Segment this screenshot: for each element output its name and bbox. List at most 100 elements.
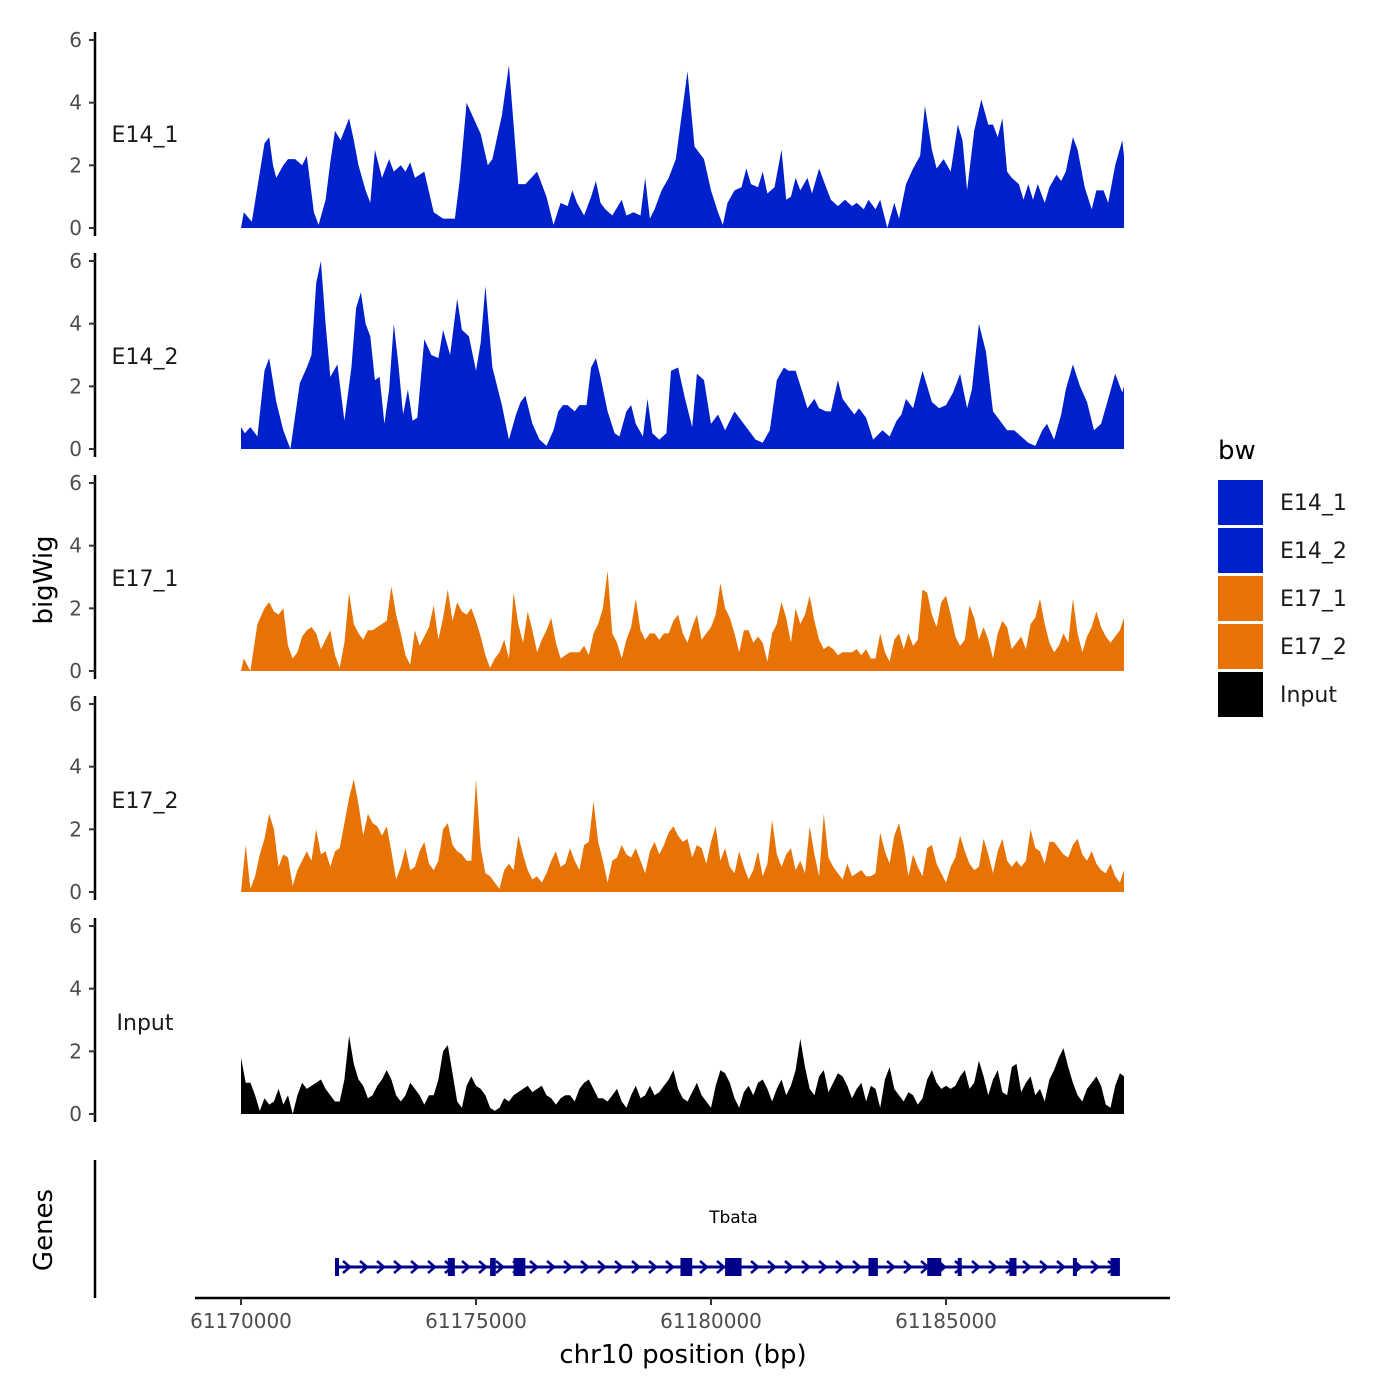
- y-tick-label: 2: [69, 596, 82, 620]
- legend: bw E14_1 E14_2 E17_1 E17_2 Input: [1218, 436, 1347, 717]
- strand-arrow: [342, 1260, 352, 1274]
- strand-arrow: [359, 1260, 369, 1274]
- y-tick-label: 2: [69, 817, 82, 841]
- y-tick-label: 4: [69, 312, 82, 336]
- gene-exon: [1009, 1258, 1017, 1276]
- coverage-area-E17_2: [241, 779, 1124, 892]
- track-panel-E17_1: 0 2 4 6 E17_1: [69, 471, 1124, 683]
- strand-arrow: [784, 1260, 794, 1274]
- strand-arrow: [903, 1260, 913, 1274]
- gene-exon: [335, 1258, 339, 1276]
- gene-exon: [725, 1258, 742, 1276]
- track-panel-E14_1: 0 2 4 6 E14_1: [69, 28, 1124, 240]
- y-tick-label: 0: [69, 659, 82, 683]
- legend-entry-E14_1: E14_1: [1218, 480, 1347, 525]
- strand-arrow: [648, 1260, 658, 1274]
- strand-arrow: [580, 1260, 590, 1274]
- y-tick-label: 4: [69, 755, 82, 779]
- y-tick-label: 2: [69, 374, 82, 398]
- y-tick-label: 6: [69, 471, 82, 495]
- strand-arrow: [631, 1260, 641, 1274]
- strand-arrow: [1022, 1260, 1032, 1274]
- track-panels: 0 2 4 6 E14_1 0 2 4 6 E14_2 0 2 4 6 E17_1 0 2 4 6 E17_2 0 2 4 6…: [69, 28, 1124, 1126]
- strand-arrow: [495, 1260, 505, 1274]
- legend-label: E17_2: [1280, 635, 1347, 660]
- gene-exon: [447, 1258, 455, 1276]
- strand-arrow: [546, 1260, 556, 1274]
- strand-arrow: [886, 1260, 896, 1274]
- strand-arrow: [716, 1260, 726, 1274]
- y-tick-label: 4: [69, 977, 82, 1001]
- gene-exon: [490, 1258, 496, 1276]
- track-label-E14_2: E14_2: [112, 345, 179, 370]
- strand-arrow: [835, 1260, 845, 1274]
- strand-arrow: [376, 1260, 386, 1274]
- gene-exon: [680, 1258, 693, 1276]
- legend-entry-E14_2: E14_2: [1218, 528, 1347, 573]
- gene-track: Tbata: [93, 1160, 1120, 1298]
- y-tick-label: 4: [69, 91, 82, 115]
- y-tick-label: 0: [69, 1102, 82, 1126]
- y-tick-label: 0: [69, 880, 82, 904]
- legend-label: E14_2: [1280, 539, 1347, 564]
- strand-arrow: [478, 1260, 488, 1274]
- gene-exon: [957, 1258, 962, 1276]
- y-tick-label: 6: [69, 692, 82, 716]
- track-label-E14_1: E14_1: [112, 123, 179, 148]
- y-tick-label: 6: [69, 249, 82, 273]
- strand-arrow: [461, 1260, 471, 1274]
- strand-arrow: [750, 1260, 760, 1274]
- y-tick-label: 2: [69, 1039, 82, 1063]
- strand-arrow: [699, 1260, 709, 1274]
- strand-arrow: [614, 1260, 624, 1274]
- track-label-E17_2: E17_2: [112, 789, 179, 814]
- legend-label: E14_1: [1280, 491, 1347, 516]
- gene-exon: [1110, 1258, 1120, 1276]
- legend-swatch: [1218, 480, 1263, 525]
- track-panel-E14_2: 0 2 4 6 E14_2: [69, 249, 1124, 461]
- strand-arrow: [410, 1260, 420, 1274]
- coverage-area-Input: [241, 1035, 1124, 1114]
- legend-label: E17_1: [1280, 587, 1347, 612]
- genes-axis-title: Genes: [29, 1189, 59, 1271]
- track-label-E17_1: E17_1: [112, 567, 179, 592]
- legend-swatch: [1218, 624, 1263, 669]
- legend-entry-E17_2: E17_2: [1218, 624, 1347, 669]
- strand-arrow: [563, 1260, 573, 1274]
- strand-arrow: [818, 1260, 828, 1274]
- strand-arrow: [427, 1260, 437, 1274]
- y-tick-label: 6: [69, 914, 82, 938]
- y-axis-title: bigWig: [29, 535, 59, 624]
- gene-exon: [927, 1258, 942, 1276]
- strand-arrow: [801, 1260, 811, 1274]
- strand-arrow: [767, 1260, 777, 1274]
- legend-title: bw: [1218, 436, 1256, 466]
- strand-arrow: [988, 1260, 998, 1274]
- y-tick-label: 4: [69, 534, 82, 558]
- strand-arrow: [597, 1260, 607, 1274]
- track-panel-Input: 0 2 4 6 Input: [69, 914, 1124, 1126]
- strand-arrow: [1056, 1260, 1066, 1274]
- legend-label: Input: [1280, 683, 1337, 708]
- strand-arrow: [529, 1260, 539, 1274]
- y-tick-label: 6: [69, 28, 82, 52]
- strand-arrow: [665, 1260, 675, 1274]
- strand-arrow: [1090, 1260, 1100, 1274]
- y-tick-label: 2: [69, 153, 82, 177]
- x-tick-label: 61180000: [660, 1309, 762, 1333]
- legend-entry-Input: Input: [1218, 672, 1337, 717]
- strand-arrow: [852, 1260, 862, 1274]
- x-tick-label: 61170000: [190, 1309, 292, 1333]
- track-panel-E17_2: 0 2 4 6 E17_2: [69, 692, 1124, 904]
- y-tick-label: 0: [69, 216, 82, 240]
- y-tick-label: 0: [69, 437, 82, 461]
- strand-arrow: [393, 1260, 403, 1274]
- gene-name-label: Tbata: [708, 1208, 758, 1228]
- legend-swatch: [1218, 576, 1263, 621]
- strand-arrow: [1039, 1260, 1049, 1274]
- gene-exon: [868, 1258, 878, 1276]
- x-tick-label: 61175000: [425, 1309, 527, 1333]
- strand-arrow: [971, 1260, 981, 1274]
- coverage-area-E14_2: [241, 261, 1124, 449]
